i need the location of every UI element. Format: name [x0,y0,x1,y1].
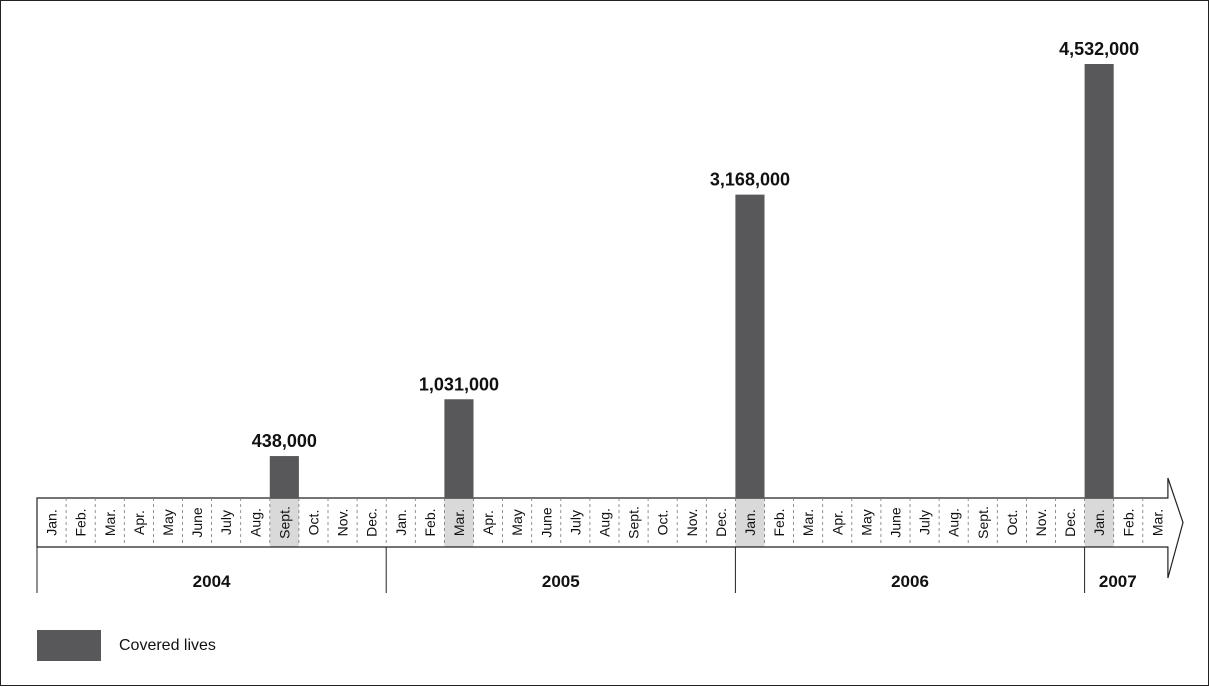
month-label: May [509,509,525,535]
month-label: Oct. [655,510,671,536]
month-label: Dec. [1062,508,1078,537]
timeline-arrow [36,477,1184,579]
month-label: July [567,510,583,535]
month-label: Feb. [73,508,89,536]
month-label: Sept. [626,506,642,539]
month-label: Jan. [393,509,409,535]
bar [444,399,474,498]
month-highlight [269,498,299,547]
bar-value-label: 438,000 [252,431,317,451]
month-label: Aug. [946,508,962,537]
month-label: Mar. [451,509,467,536]
month-label: Oct. [305,510,321,536]
bar-value-label: 4,532,000 [1059,39,1139,59]
month-label: Feb. [1120,508,1136,536]
month-label: Apr. [480,510,496,535]
month-label: Nov. [684,509,700,537]
month-highlight [735,498,765,547]
legend-label: Covered lives [119,636,216,654]
month-label: Mar. [1149,509,1165,536]
month-label: Feb. [771,508,787,536]
bar-value-label: 1,031,000 [419,374,499,394]
legend: Covered lives [37,630,216,661]
month-label: May [858,509,874,535]
month-label: Oct. [1004,510,1020,536]
month-label: Feb. [422,508,438,536]
month-label: Sept. [975,506,991,539]
month-label: Nov. [1033,509,1049,537]
year-label: 2004 [193,572,231,591]
month-label: Mar. [102,509,118,536]
month-label: Apr. [131,510,147,535]
month-label: Jan. [1091,509,1107,535]
month-label: May [160,509,176,535]
month-label: Aug. [247,508,263,537]
month-label: June [189,507,205,538]
month-label: July [917,510,933,535]
month-label: July [218,510,234,535]
year-label: 2006 [891,572,929,591]
month-label: Dec. [713,508,729,537]
year-label: 2005 [542,572,580,591]
month-label: June [887,507,903,538]
month-label: Jan. [44,509,60,535]
month-label: Dec. [364,508,380,537]
month-label: Sept. [276,506,292,539]
bar [269,456,299,498]
month-highlight [1084,498,1114,547]
month-highlight [444,498,474,547]
bar [735,194,765,499]
month-label: Apr. [829,510,845,535]
month-label: Aug. [596,508,612,537]
year-label: 2007 [1099,572,1137,591]
legend-swatch [37,630,101,661]
month-label: Nov. [335,509,351,537]
month-label: Jan. [742,509,758,535]
month-label: Mar. [800,509,816,536]
bar [1084,64,1114,498]
month-label: June [538,507,554,538]
bar-value-label: 3,168,000 [710,170,790,190]
